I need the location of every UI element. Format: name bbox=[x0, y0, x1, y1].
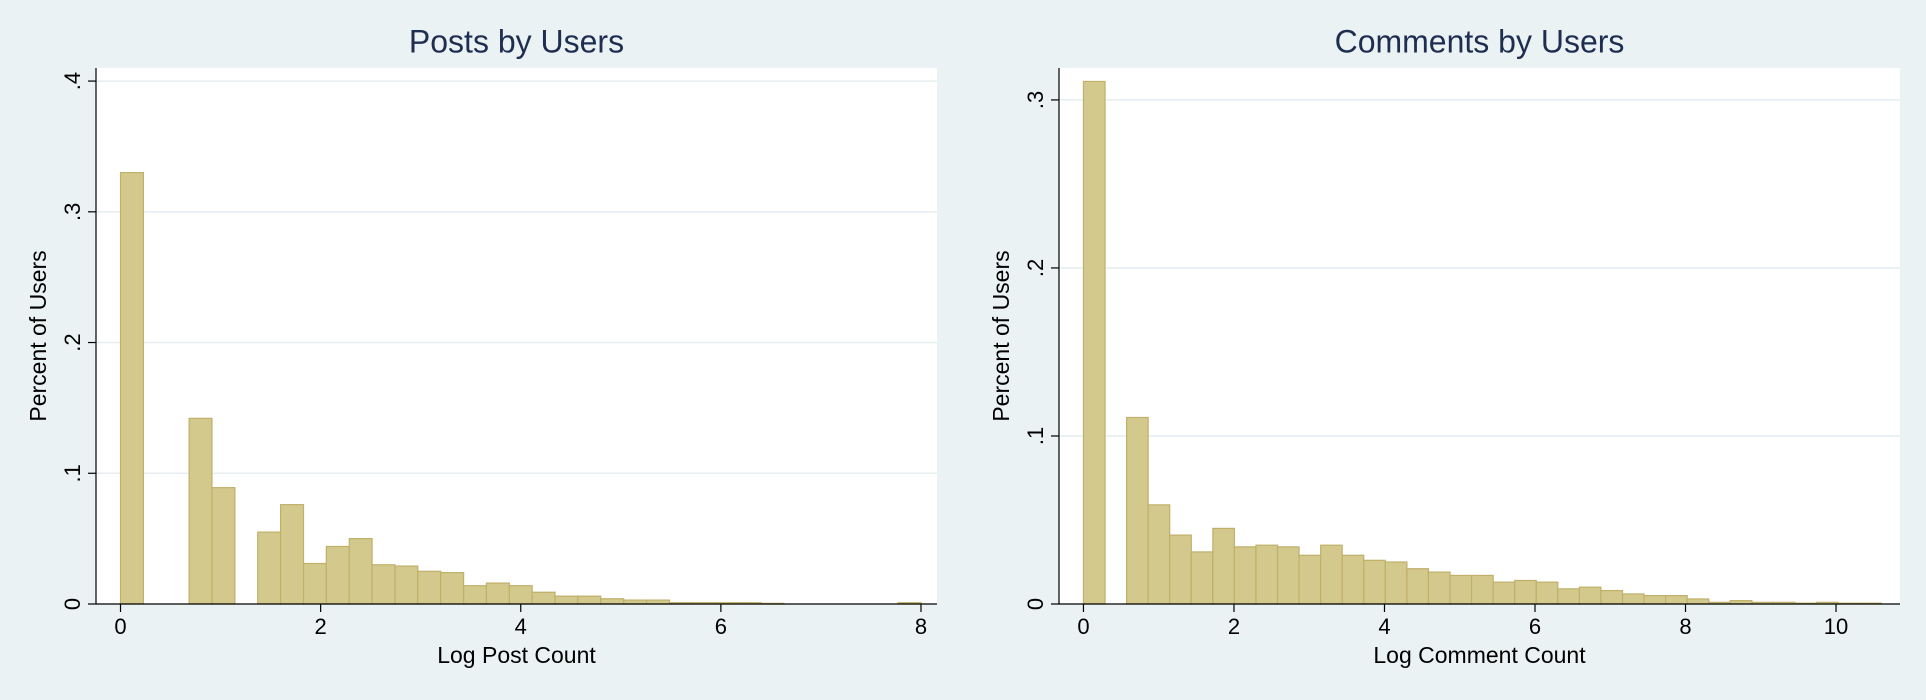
y-axis-label: Percent of Users bbox=[988, 250, 1014, 421]
bar bbox=[1212, 527, 1236, 605]
chart-title: Comments by Users bbox=[1335, 23, 1625, 59]
bar bbox=[302, 562, 327, 605]
bar bbox=[1578, 586, 1602, 605]
bar bbox=[280, 504, 305, 605]
bar bbox=[1276, 546, 1300, 605]
bar bbox=[508, 585, 533, 605]
y-tick-label: .3 bbox=[1023, 91, 1048, 109]
bar bbox=[188, 417, 213, 605]
y-tick-label: 0 bbox=[60, 598, 85, 610]
x-tick-label: 0 bbox=[1077, 614, 1089, 639]
x-tick-label: 8 bbox=[915, 614, 927, 639]
x-tick-label: 0 bbox=[114, 614, 126, 639]
plot-area bbox=[96, 68, 937, 604]
y-tick-label: 0 bbox=[1023, 598, 1048, 610]
bar bbox=[1449, 574, 1473, 605]
bar bbox=[1384, 561, 1408, 605]
bar bbox=[1320, 544, 1343, 605]
bar bbox=[417, 570, 442, 605]
y-axis-label: Percent of Users bbox=[25, 250, 51, 421]
bar bbox=[211, 487, 236, 605]
x-tick-label: 2 bbox=[1228, 614, 1240, 639]
bar bbox=[1255, 544, 1279, 605]
bar bbox=[463, 585, 488, 605]
bar bbox=[1643, 594, 1667, 605]
bar bbox=[1665, 594, 1688, 605]
bar bbox=[325, 545, 350, 605]
bar bbox=[257, 531, 282, 605]
y-tick-label: .2 bbox=[1023, 259, 1048, 277]
bar bbox=[1427, 571, 1451, 605]
bar bbox=[1190, 551, 1214, 605]
bar bbox=[577, 595, 602, 605]
bar bbox=[1535, 581, 1559, 605]
y-tick-label: .3 bbox=[60, 203, 85, 221]
bar bbox=[440, 572, 465, 605]
bar bbox=[1147, 504, 1171, 605]
bar bbox=[485, 582, 510, 605]
x-tick-label: 4 bbox=[515, 614, 527, 639]
bar bbox=[1686, 598, 1710, 605]
bar bbox=[1125, 416, 1149, 605]
x-tick-label: 2 bbox=[315, 614, 327, 639]
bar bbox=[394, 565, 419, 605]
bar bbox=[1621, 593, 1645, 605]
x-axis-label: Log Comment Count bbox=[1373, 642, 1586, 668]
bar bbox=[119, 171, 145, 605]
bar bbox=[1169, 534, 1192, 605]
bar bbox=[1341, 554, 1365, 605]
plot-area bbox=[1059, 68, 1900, 604]
bar bbox=[554, 595, 579, 605]
x-tick-label: 4 bbox=[1378, 614, 1390, 639]
x-tick-label: 6 bbox=[715, 614, 727, 639]
y-tick-label: .1 bbox=[1023, 427, 1048, 445]
bar bbox=[600, 598, 625, 605]
bar bbox=[1406, 568, 1430, 605]
bar bbox=[1557, 588, 1581, 605]
x-tick-label: 8 bbox=[1679, 614, 1691, 639]
bar bbox=[531, 591, 556, 605]
x-tick-label: 6 bbox=[1529, 614, 1541, 639]
bar bbox=[1600, 589, 1624, 605]
bar bbox=[1082, 80, 1106, 605]
chart-title: Posts by Users bbox=[409, 23, 624, 59]
x-axis-label: Log Post Count bbox=[437, 642, 596, 668]
y-tick-label: .2 bbox=[60, 333, 85, 351]
bar bbox=[1363, 559, 1386, 605]
bar bbox=[1470, 574, 1494, 605]
y-tick-label: .1 bbox=[60, 464, 85, 482]
bar bbox=[1233, 546, 1257, 605]
bar bbox=[1298, 554, 1322, 605]
x-tick-label: 10 bbox=[1824, 614, 1848, 639]
bar bbox=[1492, 581, 1516, 605]
y-tick-label: .4 bbox=[60, 72, 85, 90]
bar bbox=[348, 538, 373, 605]
bar bbox=[1514, 579, 1537, 605]
bar bbox=[371, 564, 396, 605]
